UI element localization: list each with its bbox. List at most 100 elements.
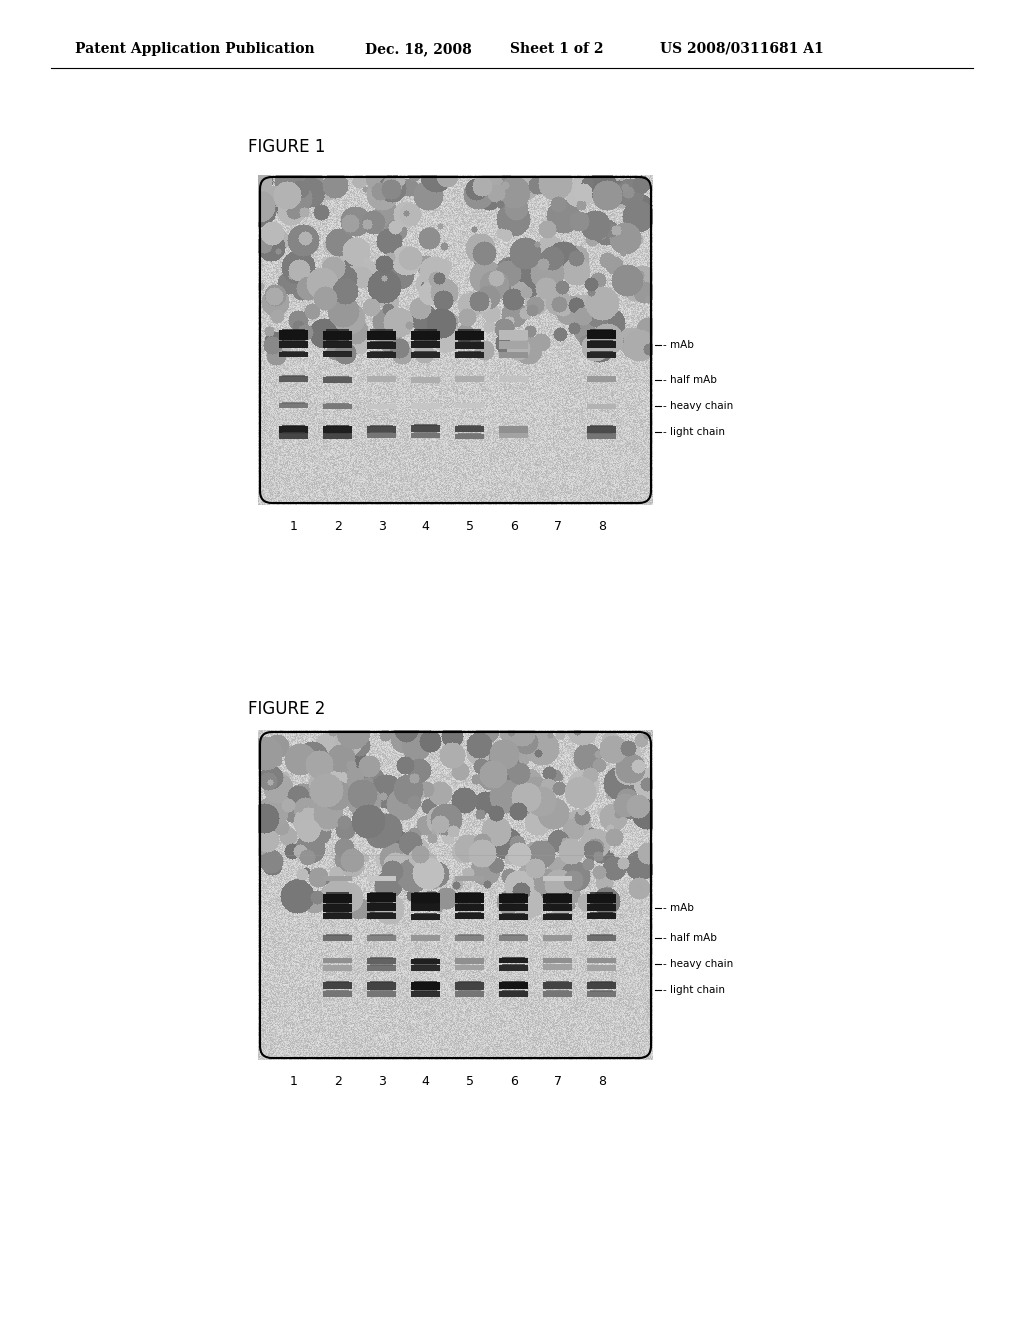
Bar — [588, 958, 615, 964]
Text: - heavy chain: - heavy chain — [663, 960, 733, 969]
Bar — [324, 958, 352, 964]
Bar — [458, 892, 481, 894]
Bar — [415, 351, 437, 352]
Bar — [456, 876, 483, 882]
Bar — [500, 352, 527, 358]
Bar — [324, 875, 352, 880]
Text: FIGURE 2: FIGURE 2 — [248, 700, 326, 718]
Bar — [368, 376, 396, 381]
Bar — [327, 351, 349, 352]
Bar — [412, 425, 440, 432]
Bar — [500, 913, 527, 920]
Bar — [458, 425, 481, 426]
Bar — [368, 342, 396, 348]
Bar — [500, 330, 527, 339]
Bar — [327, 935, 349, 936]
Bar — [546, 912, 569, 915]
Bar — [588, 965, 615, 972]
Bar — [324, 913, 352, 919]
Bar — [324, 894, 352, 903]
Bar — [458, 341, 481, 342]
Text: Dec. 18, 2008: Dec. 18, 2008 — [365, 42, 472, 55]
Bar — [456, 935, 483, 941]
Bar — [458, 903, 481, 904]
Bar — [500, 904, 527, 911]
Bar — [588, 904, 615, 911]
Bar — [458, 330, 481, 331]
Bar — [283, 351, 305, 352]
Bar — [371, 903, 393, 904]
Bar — [588, 376, 615, 383]
Bar — [588, 330, 615, 339]
Bar — [590, 329, 613, 331]
Text: Sheet 1 of 2: Sheet 1 of 2 — [510, 42, 603, 55]
Bar — [324, 991, 352, 997]
Bar — [412, 404, 440, 409]
Bar — [590, 935, 613, 936]
Bar — [546, 981, 569, 982]
Bar — [368, 426, 396, 433]
Bar — [458, 912, 481, 913]
Bar — [280, 351, 308, 358]
Text: 5: 5 — [466, 520, 474, 533]
Bar — [412, 982, 440, 990]
Text: 2: 2 — [334, 520, 341, 533]
Bar — [368, 935, 396, 941]
Bar — [324, 982, 352, 989]
Bar — [368, 352, 396, 358]
Bar — [327, 403, 349, 404]
Bar — [458, 990, 481, 991]
Bar — [500, 935, 527, 941]
Text: 3: 3 — [378, 1074, 385, 1088]
Bar — [456, 342, 483, 348]
Bar — [368, 982, 396, 990]
Text: 3: 3 — [378, 520, 385, 533]
Text: - mAb: - mAb — [663, 903, 694, 912]
Bar — [368, 903, 396, 911]
Text: 6: 6 — [510, 520, 517, 533]
Bar — [544, 990, 571, 997]
Bar — [415, 913, 437, 915]
Text: 1: 1 — [290, 1074, 298, 1088]
Bar — [588, 991, 615, 997]
Text: 2: 2 — [334, 1074, 341, 1088]
Bar — [456, 982, 483, 990]
Bar — [283, 339, 305, 342]
Bar — [327, 892, 349, 895]
Bar — [368, 404, 396, 409]
Bar — [412, 433, 440, 438]
Bar — [412, 935, 440, 941]
Bar — [546, 892, 569, 895]
Bar — [588, 433, 615, 438]
Bar — [546, 903, 569, 904]
Text: 7: 7 — [554, 1074, 561, 1088]
Bar — [368, 331, 396, 341]
Bar — [327, 339, 349, 342]
Bar — [500, 991, 527, 997]
Bar — [502, 892, 525, 895]
Bar — [371, 990, 393, 991]
Bar — [456, 913, 483, 919]
Bar — [412, 378, 440, 383]
Bar — [456, 991, 483, 997]
Bar — [456, 376, 483, 383]
Text: - heavy chain: - heavy chain — [663, 401, 733, 411]
Bar — [412, 965, 440, 972]
Bar — [327, 903, 349, 906]
Bar — [590, 341, 613, 342]
Bar — [544, 935, 571, 941]
Bar — [500, 342, 527, 348]
Bar — [371, 935, 393, 936]
Bar — [412, 894, 440, 903]
Bar — [544, 965, 571, 970]
Bar — [415, 329, 437, 331]
Bar — [327, 990, 349, 991]
Bar — [371, 981, 393, 983]
Bar — [502, 990, 525, 991]
Bar — [456, 958, 483, 964]
Bar — [412, 913, 440, 920]
Bar — [280, 341, 308, 348]
Bar — [456, 403, 483, 408]
Bar — [324, 904, 352, 912]
Bar — [371, 964, 393, 966]
